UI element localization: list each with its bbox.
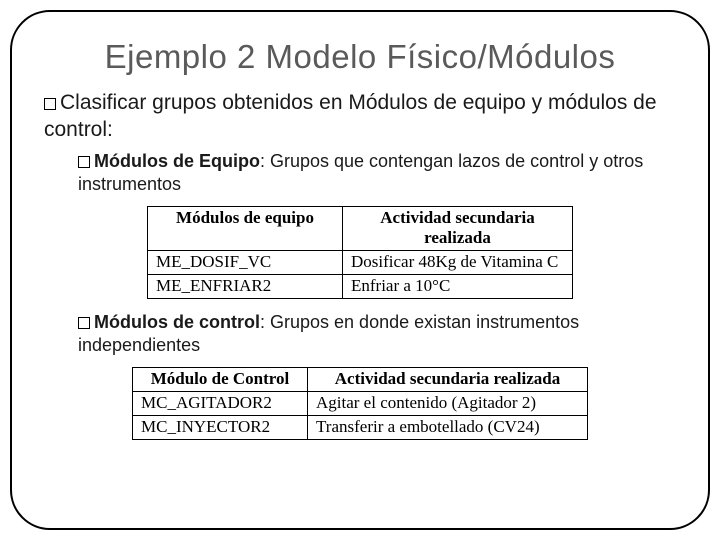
table-modulos-control: Módulo de Control Actividad secundaria r…: [132, 367, 588, 440]
square-bullet-icon: [78, 156, 90, 168]
table-row: ME_ENFRIAR2 Enfriar a 10°C: [148, 274, 573, 298]
table-row: MC_AGITADOR2 Agitar el contenido (Agitad…: [133, 391, 588, 415]
table-cell: Enfriar a 10°C: [343, 274, 573, 298]
sub-bullet-equipo: Módulos de Equipo: Grupos que contengan …: [78, 150, 684, 196]
table-header-row: Módulo de Control Actividad secundaria r…: [133, 367, 588, 391]
table-row: MC_INYECTOR2 Transferir a embotellado (C…: [133, 415, 588, 439]
main-bullet: Clasificar grupos obtenidos en Módulos d…: [44, 90, 684, 144]
slide-title: Ejemplo 2 Modelo Físico/Módulos: [36, 38, 684, 76]
sub-bullet-control: Módulos de control: Grupos en donde exis…: [78, 311, 684, 357]
table-cell: Transferir a embotellado (CV24): [308, 415, 588, 439]
table-cell: MC_AGITADOR2: [133, 391, 308, 415]
table-header: Módulos de equipo: [148, 206, 343, 250]
table-cell: ME_DOSIF_VC: [148, 250, 343, 274]
square-bullet-icon: [44, 98, 56, 110]
slide-frame: Ejemplo 2 Modelo Físico/Módulos Clasific…: [10, 10, 710, 530]
table-cell: ME_ENFRIAR2: [148, 274, 343, 298]
table-header-row: Módulos de equipo Actividad secundaria r…: [148, 206, 573, 250]
table-cell: MC_INYECTOR2: [133, 415, 308, 439]
sub-label: Módulos de Equipo: [94, 151, 260, 171]
table-row: ME_DOSIF_VC Dosificar 48Kg de Vitamina C: [148, 250, 573, 274]
square-bullet-icon: [78, 317, 90, 329]
sub-label: Módulos de control: [94, 312, 260, 332]
main-bullet-text: Clasificar grupos obtenidos en Módulos d…: [44, 91, 657, 141]
table-header: Actividad secundaria realizada: [308, 367, 588, 391]
table-cell: Dosificar 48Kg de Vitamina C: [343, 250, 573, 274]
table-cell: Agitar el contenido (Agitador 2): [308, 391, 588, 415]
table-header: Módulo de Control: [133, 367, 308, 391]
table-header: Actividad secundaria realizada: [343, 206, 573, 250]
table-modulos-equipo: Módulos de equipo Actividad secundaria r…: [147, 206, 573, 299]
